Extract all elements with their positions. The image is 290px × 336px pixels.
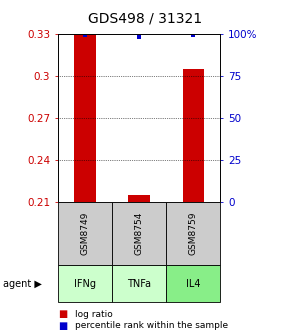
Text: TNFa: TNFa (127, 279, 151, 289)
Text: IFNg: IFNg (74, 279, 96, 289)
Bar (182, 69, 204, 202)
Text: GSM8759: GSM8759 (189, 212, 198, 255)
Text: percentile rank within the sample: percentile rank within the sample (75, 322, 229, 330)
Text: agent ▶: agent ▶ (3, 279, 42, 289)
Text: ■: ■ (58, 321, 67, 331)
Bar (74, 34, 96, 202)
Text: IL4: IL4 (186, 279, 201, 289)
Text: GDS498 / 31321: GDS498 / 31321 (88, 12, 202, 26)
Text: ■: ■ (58, 309, 67, 319)
Bar (128, 195, 150, 202)
Text: GSM8754: GSM8754 (135, 212, 144, 255)
Text: log ratio: log ratio (75, 310, 113, 319)
Text: GSM8749: GSM8749 (81, 212, 90, 255)
